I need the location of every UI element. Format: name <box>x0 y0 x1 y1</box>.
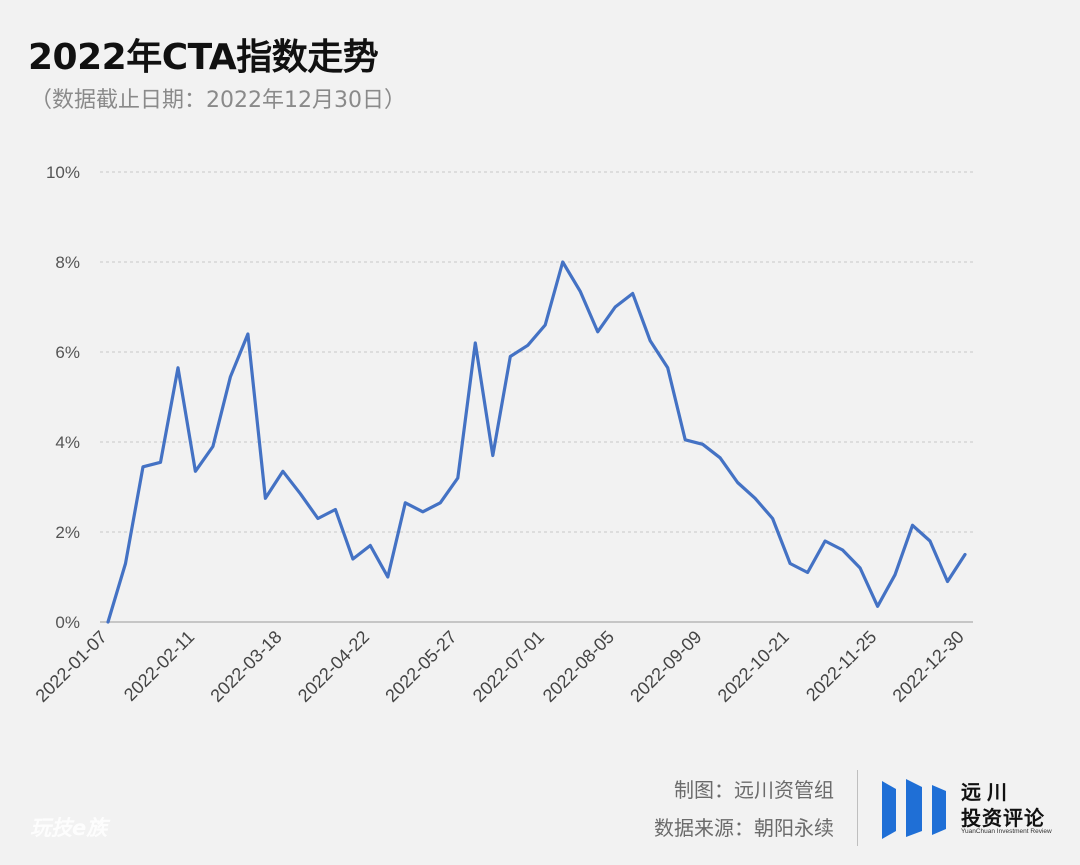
data-point <box>963 553 967 556</box>
watermark: 玩技e族 <box>30 816 108 840</box>
x-tick-label: 2022-04-22 <box>294 627 373 706</box>
data-point <box>946 580 949 583</box>
data-point <box>666 366 669 369</box>
data-point <box>876 605 879 608</box>
y-tick-label: 0% <box>55 613 80 632</box>
data-point <box>246 332 250 336</box>
x-tick-label: 2022-07-01 <box>469 627 548 706</box>
data-point <box>439 501 442 504</box>
y-tick-label: 10% <box>46 163 80 182</box>
data-point <box>474 341 477 345</box>
data-point <box>718 456 722 459</box>
data-point <box>106 620 110 624</box>
y-tick-label: 2% <box>55 523 80 542</box>
data-point <box>911 524 914 527</box>
brand-english-name: YuanChuan Investment Review <box>961 828 1052 835</box>
line-chart: 0% 2% 4% 6% 8% 10% 2022-01-07 2022-02-11 2022-03… <box>32 163 973 706</box>
data-point <box>491 454 494 457</box>
data-point <box>369 544 372 547</box>
data-point <box>928 539 932 543</box>
data-point <box>351 557 355 561</box>
data-point <box>281 470 285 473</box>
x-tick-label: 2022-01-07 <box>32 627 111 706</box>
data-point <box>614 305 617 309</box>
data-point <box>561 260 564 264</box>
x-tick-label: 2022-10-21 <box>714 627 793 706</box>
data-point <box>124 562 127 565</box>
y-tick-label: 6% <box>55 343 80 362</box>
footer-divider <box>857 770 858 846</box>
data-point <box>141 465 145 468</box>
brand-name-line1: 远川 <box>961 780 1013 804</box>
data-point <box>229 375 232 378</box>
data-point <box>631 292 634 295</box>
series-line <box>106 260 967 624</box>
data-point <box>421 510 425 513</box>
brand-logo-icon <box>882 779 946 839</box>
x-tick-label: 2022-03-18 <box>206 627 285 706</box>
data-point <box>194 470 197 473</box>
x-tick-label: 2022-11-25 <box>802 627 880 705</box>
brand-name-line2: 投资评论 <box>961 806 1045 830</box>
chart-subtitle: （数据截止日期：2022年12月30日） <box>30 88 406 113</box>
data-point <box>544 323 547 327</box>
chart-title: 2022年CTA指数走势 <box>28 37 379 78</box>
data-point <box>176 366 180 369</box>
data-point <box>858 566 862 570</box>
data-point <box>806 571 809 574</box>
data-point <box>753 497 757 500</box>
data-point <box>159 461 162 464</box>
data-source: 数据来源：朝阳永续 <box>654 816 834 840</box>
data-point <box>404 501 407 504</box>
y-tick-label: 4% <box>55 433 80 452</box>
data-point <box>596 330 599 333</box>
data-point <box>736 481 739 484</box>
x-tick-label: 2022-05-27 <box>381 627 460 706</box>
data-point <box>841 548 844 552</box>
x-tick-label: 2022-12-30 <box>889 627 968 706</box>
data-point <box>771 517 774 520</box>
x-tick-label: 2022-08-05 <box>539 627 618 706</box>
y-tick-label: 8% <box>55 253 80 272</box>
chart-credit: 制图：远川资管组 <box>674 778 834 802</box>
data-point <box>893 573 897 576</box>
data-point <box>509 355 512 358</box>
data-point <box>823 539 827 543</box>
data-point <box>683 438 687 441</box>
data-point <box>334 508 337 511</box>
data-point <box>648 339 652 342</box>
data-point <box>579 290 582 293</box>
data-point <box>299 492 302 495</box>
data-point <box>788 562 792 565</box>
data-point <box>701 443 704 446</box>
x-tick-label: 2022-02-11 <box>120 627 198 705</box>
data-point <box>211 445 215 448</box>
data-point <box>264 497 267 500</box>
data-point <box>456 476 459 480</box>
data-point <box>386 575 390 579</box>
data-point <box>316 517 320 520</box>
x-tick-label: 2022-09-09 <box>626 627 705 706</box>
data-point <box>526 344 529 347</box>
